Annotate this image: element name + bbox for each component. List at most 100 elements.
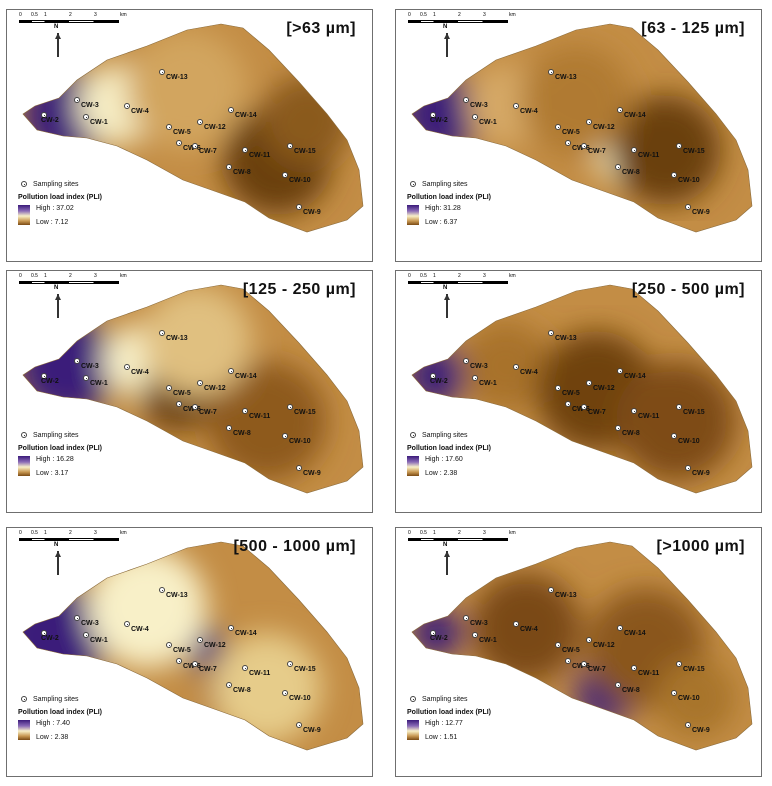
sampling-site-marker — [197, 637, 203, 643]
sampling-site-label: CW-1 — [90, 119, 108, 126]
sampling-site-marker — [586, 380, 592, 386]
study-area-outline — [22, 284, 364, 494]
sampling-site-label: CW-15 — [683, 148, 705, 155]
sampling-site-marker — [555, 385, 561, 391]
pli-hotspot — [461, 321, 551, 411]
scale-tick-label: 0.5 — [31, 273, 38, 279]
sampling-site-marker — [242, 665, 248, 671]
legend-low-value: Low : 3.17 — [36, 470, 69, 477]
scale-tick-label: 2 — [458, 12, 461, 18]
map-legend: Sampling sites Pollution load index (PLI)… — [18, 696, 158, 756]
scale-bar-graphic — [408, 281, 508, 284]
legend-high-value: High : 16.28 — [36, 456, 74, 463]
sampling-site-marker — [586, 637, 592, 643]
sampling-site-label: CW-8 — [233, 430, 251, 437]
sampling-site-label: CW-12 — [593, 385, 615, 392]
legend-title: Pollution load index (PLI) — [407, 194, 491, 201]
pli-hotspot — [521, 45, 631, 155]
sampling-site-label: CW-11 — [249, 413, 271, 420]
pli-interpolation-map — [22, 541, 364, 751]
sampling-site-marker — [83, 114, 89, 120]
sampling-site-marker — [586, 119, 592, 125]
sampling-site-label: CW-8 — [622, 430, 640, 437]
scale-tick-label: 3 — [94, 12, 97, 18]
sampling-site-marker — [282, 433, 288, 439]
sampling-site-marker — [631, 147, 637, 153]
scale-bar-graphic — [19, 281, 119, 284]
sampling-site-marker — [548, 69, 554, 75]
north-arrow-shaft — [444, 294, 450, 318]
sampling-site-marker — [615, 164, 621, 170]
sampling-site-marker — [581, 143, 587, 149]
sampling-site-label: CW-13 — [555, 592, 577, 599]
sampling-site-label: CW-9 — [303, 470, 321, 477]
scale-tick-label: 1 — [433, 530, 436, 536]
scale-tick-label: 3 — [483, 273, 486, 279]
pli-interpolation-map — [411, 284, 753, 494]
pli-interpolation-map — [411, 541, 753, 751]
sampling-site-marker — [197, 380, 203, 386]
sampling-site-label: CW-4 — [131, 108, 149, 115]
north-label: N — [54, 542, 59, 548]
scale-tick-label: 2 — [69, 12, 72, 18]
legend-color-ramp — [18, 720, 30, 740]
sampling-site-marker — [555, 642, 561, 648]
legend-sites-row: Sampling sites — [410, 181, 468, 188]
sampling-site-label: CW-3 — [470, 363, 488, 370]
legend-low-value: Low : 2.38 — [36, 734, 69, 741]
sampling-site-label: CW-5 — [562, 129, 580, 136]
sampling-site-marker — [555, 124, 561, 130]
legend-sites-label: Sampling sites — [33, 432, 79, 439]
sampling-site-marker — [228, 107, 234, 113]
legend-sites-row: Sampling sites — [21, 696, 79, 703]
sampling-site-label: CW-15 — [294, 666, 316, 673]
sampling-site-marker — [463, 615, 469, 621]
sampling-site-label: CW-11 — [638, 152, 660, 159]
sampling-site-marker — [685, 465, 691, 471]
sampling-site-marker — [463, 358, 469, 364]
sampling-site-label: CW-2 — [41, 378, 59, 385]
sampling-site-label: CW-5 — [562, 390, 580, 397]
scale-bar-graphic — [19, 538, 119, 541]
sampling-site-label: CW-6 — [183, 406, 201, 413]
sampling-site-label: CW-4 — [131, 369, 149, 376]
sampling-site-label: CW-4 — [520, 626, 538, 633]
sampling-site-label: CW-5 — [562, 647, 580, 654]
pli-hotspot — [87, 548, 207, 668]
pli-hotspot — [616, 361, 736, 481]
scale-tick-label: 3 — [94, 273, 97, 279]
sampling-site-label: CW-9 — [303, 209, 321, 216]
pli-interpolation-map — [411, 23, 753, 233]
sampling-site-marker — [565, 401, 571, 407]
north-arrow-icon: N — [50, 285, 66, 319]
legend-site-icon — [21, 432, 27, 439]
scale-tick-label: 3 — [94, 530, 97, 536]
legend-color-ramp — [18, 456, 30, 476]
scale-tick-label: 0 — [19, 530, 22, 536]
sampling-site-marker — [228, 625, 234, 631]
sampling-site-label: CW-15 — [294, 409, 316, 416]
sampling-site-marker — [472, 375, 478, 381]
sampling-site-marker — [463, 97, 469, 103]
study-area-outline — [22, 23, 364, 233]
panel-title: [>63 µm] — [286, 20, 356, 37]
sampling-site-marker — [676, 143, 682, 149]
sampling-site-marker — [74, 615, 80, 621]
legend-high-value: High : 37.02 — [36, 205, 74, 212]
sampling-site-marker — [617, 625, 623, 631]
pli-hotspot — [656, 658, 736, 738]
scale-tick-label: 3 — [483, 12, 486, 18]
scale-tick-label: 1 — [44, 530, 47, 536]
sampling-site-marker — [166, 124, 172, 130]
sampling-site-marker — [124, 364, 130, 370]
sampling-site-label: CW-4 — [131, 626, 149, 633]
north-arrow-shaft — [55, 551, 61, 575]
sampling-site-marker — [192, 404, 198, 410]
panel-title: [125 - 250 µm] — [242, 281, 356, 298]
legend-sites-label: Sampling sites — [422, 181, 468, 188]
legend-color-ramp — [407, 456, 419, 476]
sampling-site-label: CW-3 — [81, 620, 99, 627]
scale-tick-label: km — [509, 273, 516, 279]
sampling-site-label: CW-6 — [183, 145, 201, 152]
sampling-site-label: CW-14 — [624, 630, 646, 637]
